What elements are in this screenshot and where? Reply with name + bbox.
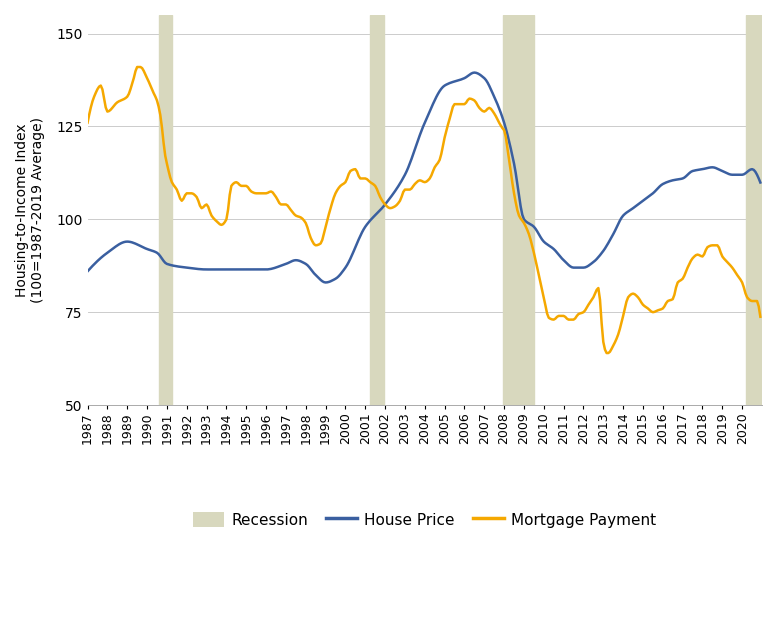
Bar xyxy=(503,15,534,405)
Y-axis label: Housing-to-Income Index
(100=1987-2019 Average): Housing-to-Income Index (100=1987-2019 A… xyxy=(15,117,45,303)
Legend: Recession, House Price, Mortgage Payment: Recession, House Price, Mortgage Payment xyxy=(186,506,663,534)
Bar xyxy=(370,15,384,405)
Bar xyxy=(746,15,762,405)
Bar xyxy=(159,15,172,405)
